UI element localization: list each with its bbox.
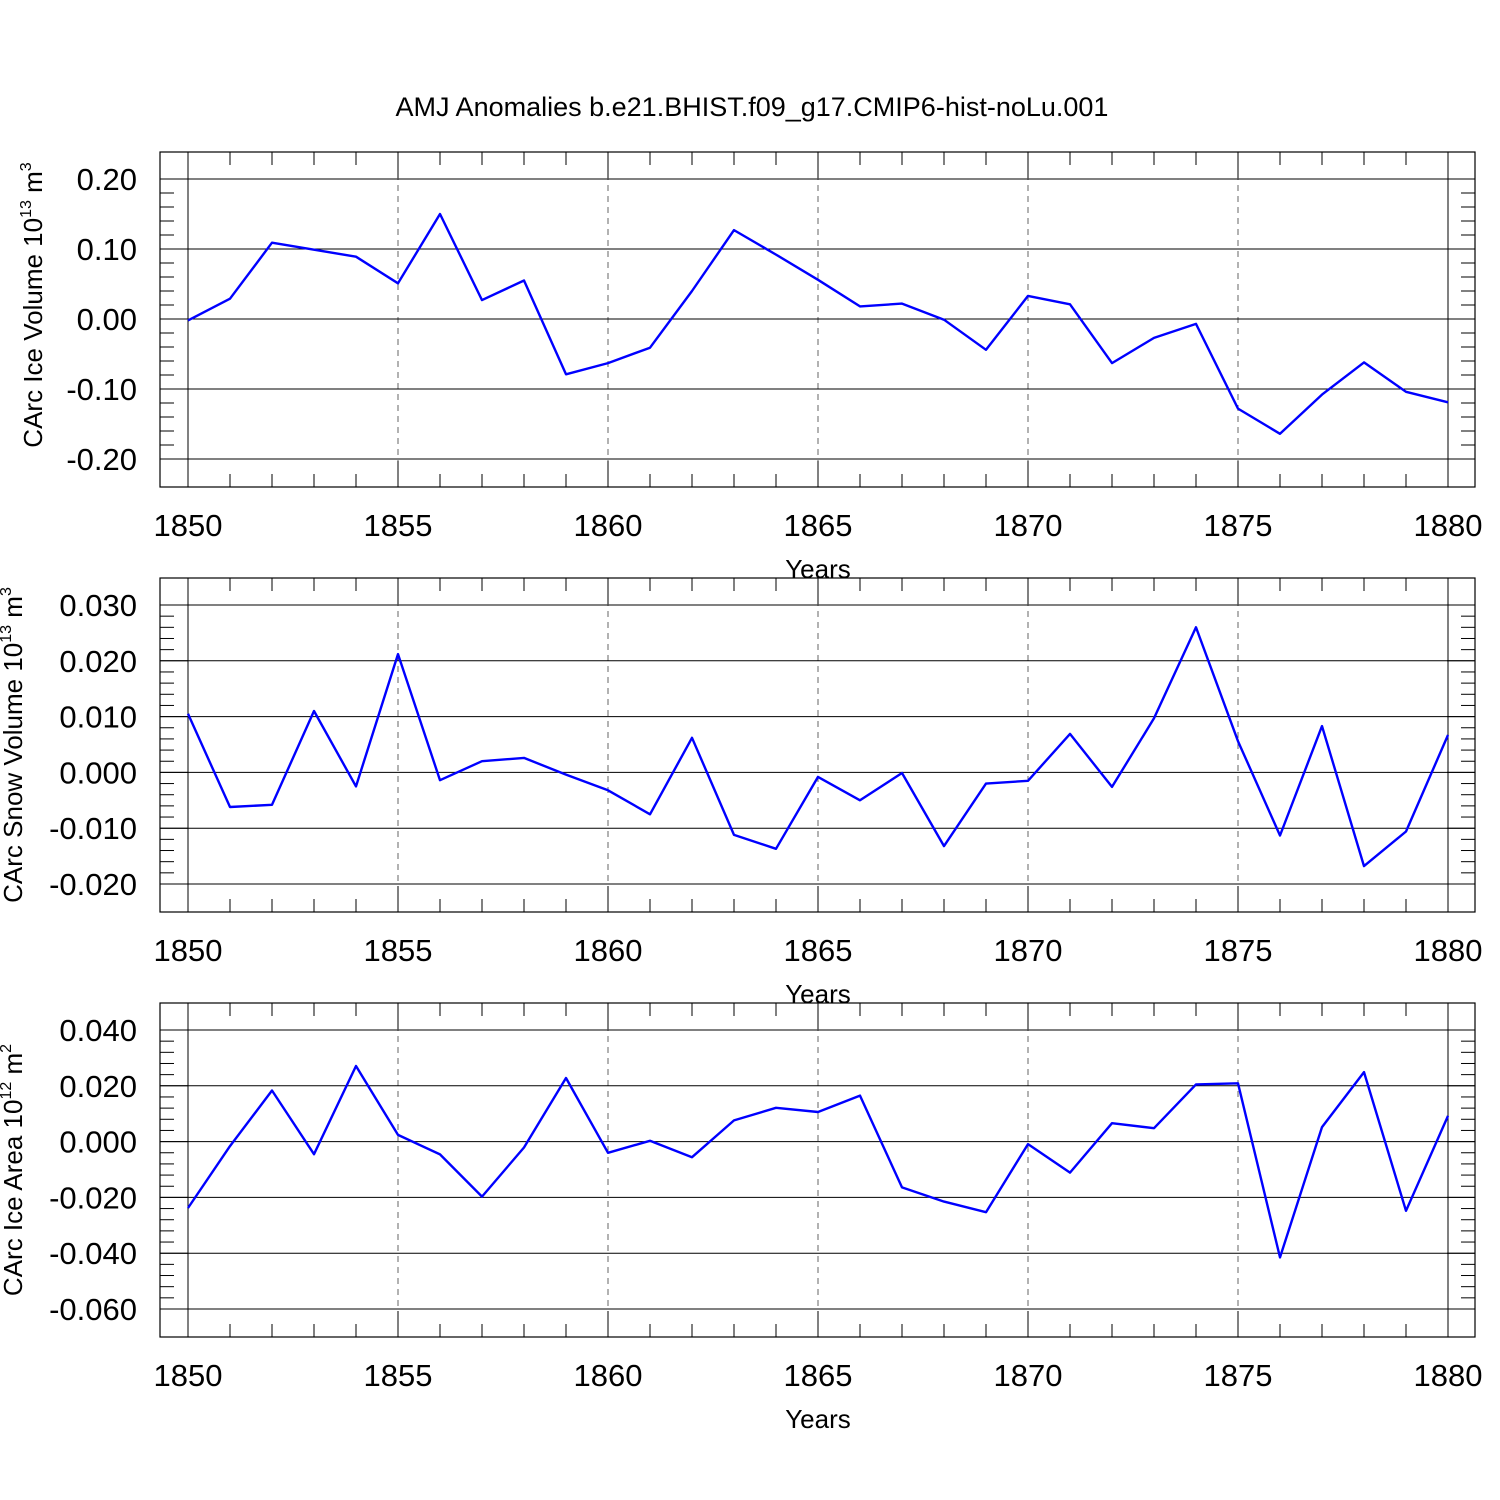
x-tick-label: 1880 bbox=[1414, 933, 1483, 968]
x-tick-label: 1870 bbox=[994, 508, 1063, 543]
y-tick-label: 0.020 bbox=[59, 1069, 137, 1104]
x-tick-label: 1855 bbox=[364, 508, 433, 543]
y-tick-label: -0.10 bbox=[66, 372, 137, 407]
y-axis-title-exponent: 13 bbox=[18, 200, 35, 218]
x-tick-label: 1855 bbox=[364, 933, 433, 968]
x-tick-label: 1865 bbox=[784, 933, 853, 968]
y-tick-label: 0.030 bbox=[59, 588, 137, 623]
y-axis-title-unit: m bbox=[18, 171, 48, 200]
y-tick-label: 0.000 bbox=[59, 755, 137, 790]
series-line bbox=[187, 212, 1449, 435]
y-axis-title-unit: m bbox=[0, 596, 28, 625]
y-axis-title-unit-exponent: 2 bbox=[0, 1044, 15, 1053]
x-tick-label: 1880 bbox=[1414, 508, 1483, 543]
y-tick-label: 0.10 bbox=[77, 232, 137, 267]
chart-panels: 1850 1855 1860 1865 1870 1875 1880 Years 0.20 0.1… bbox=[0, 151, 1483, 1434]
y-tick-label: -0.010 bbox=[49, 811, 137, 846]
x-tick-label: 1865 bbox=[784, 508, 853, 543]
y-axis-title-unit-exponent: 3 bbox=[18, 162, 35, 171]
x-tick-label: 1875 bbox=[1204, 1358, 1273, 1393]
x-tick-label: 1860 bbox=[574, 1358, 643, 1393]
y-tick-label: -0.060 bbox=[49, 1292, 137, 1327]
y-tick-label: -0.040 bbox=[49, 1236, 137, 1271]
chart-panel-1: 1850 1855 1860 1865 1870 1875 1880Years0.200.1… bbox=[18, 151, 1483, 584]
x-tick-label: 1860 bbox=[574, 508, 643, 543]
x-tick-label: 1875 bbox=[1204, 933, 1273, 968]
x-tick-label: 1870 bbox=[994, 933, 1063, 968]
y-axis-title: CArc Snow Volume 1013 m3 bbox=[0, 587, 28, 903]
y-axis-title-main: CArc Ice Area 10 bbox=[0, 1100, 28, 1297]
y-tick-label: 0.000 bbox=[59, 1125, 137, 1160]
x-tick-label: 1860 bbox=[574, 933, 643, 968]
x-tick-label: 1850 bbox=[154, 508, 223, 543]
chart-title: AMJ Anomalies b.e21.BHIST.f09_g17.CMIP6-… bbox=[396, 92, 1109, 122]
chart-panel-3: 1850 1855 1860 1865 1870 1875 1880 Years 0.040 0.… bbox=[0, 1002, 1483, 1434]
y-tick-label: 0.040 bbox=[59, 1013, 137, 1048]
x-tick-label: 1855 bbox=[364, 1358, 433, 1393]
y-tick-label: 0.20 bbox=[77, 162, 137, 197]
x-tick-label: 1850 bbox=[154, 933, 223, 968]
y-axis-title-main: CArc Ice Volume 10 bbox=[18, 218, 48, 448]
x-tick-label: 1850 bbox=[154, 1358, 223, 1393]
y-axis-title: CArc Ice Volume 1013 m3 bbox=[18, 162, 48, 447]
y-tick-label: 0.020 bbox=[59, 644, 137, 679]
y-tick-label: 0.010 bbox=[59, 700, 137, 735]
x-tick-label: 1865 bbox=[784, 1358, 853, 1393]
y-axis-title-exponent: 13 bbox=[0, 625, 15, 643]
y-axis-title: CArc Ice Area 1012 m2 bbox=[0, 1044, 28, 1296]
y-axis-title-exponent: 12 bbox=[0, 1082, 15, 1100]
y-tick-label: -0.20 bbox=[66, 442, 137, 477]
y-tick-label: 0.00 bbox=[77, 302, 137, 337]
y-axis-title-unit: m bbox=[0, 1053, 28, 1082]
chart-panel-2: 1850 1855 1860 1865 1870 1875 1880Years0.0300.… bbox=[0, 577, 1483, 1009]
x-tick-label: 1875 bbox=[1204, 508, 1273, 543]
y-tick-label: -0.020 bbox=[49, 1180, 137, 1215]
y-axis-title-unit-exponent: 3 bbox=[0, 587, 15, 596]
y-tick-label: -0.020 bbox=[49, 867, 137, 902]
x-axis-title: Years bbox=[785, 1404, 851, 1434]
x-tick-label: 1880 bbox=[1414, 1358, 1483, 1393]
x-tick-label: 1870 bbox=[994, 1358, 1063, 1393]
y-axis-title-main: CArc Snow Volume 10 bbox=[0, 643, 28, 903]
